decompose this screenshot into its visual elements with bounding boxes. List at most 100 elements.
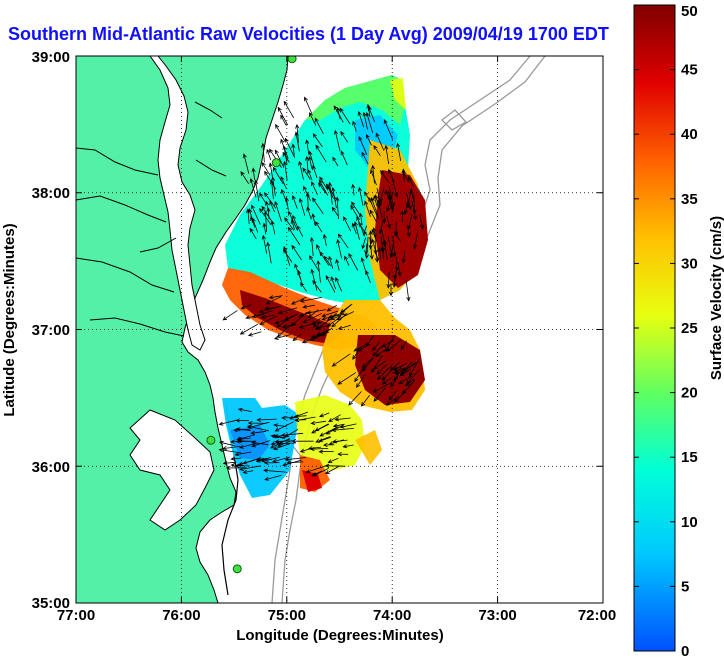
current-vector-arrow — [332, 439, 348, 444]
current-vector-arrow — [246, 424, 269, 432]
current-vector-arrow — [259, 208, 272, 225]
current-vector-arrow — [251, 440, 271, 448]
current-vector-arrow — [274, 421, 294, 432]
current-vector-arrow — [372, 381, 393, 393]
current-vector-arrow — [312, 280, 322, 293]
x-tick-label: 76:00 — [162, 607, 200, 624]
current-vector-arrow — [335, 258, 340, 271]
current-vector-arrow — [305, 139, 310, 155]
current-vector-arrow — [272, 166, 284, 185]
colorbar-tick-label: 45 — [681, 62, 698, 79]
current-vector-arrow — [253, 179, 260, 202]
current-vector-arrow — [336, 106, 341, 120]
current-vector-arrow — [263, 468, 286, 473]
current-vector-arrow — [407, 214, 413, 230]
current-vector-arrow — [322, 233, 327, 247]
current-vectors — [218, 96, 425, 481]
current-vector-arrow — [222, 460, 237, 466]
current-vector-arrow — [401, 380, 415, 395]
current-vector-arrow — [334, 417, 351, 422]
current-vector-arrow — [372, 345, 383, 357]
colorbar-tick-label: 50 — [681, 3, 698, 20]
current-vector-arrow — [364, 243, 369, 256]
current-vector-arrow — [295, 123, 300, 143]
current-vector-arrow — [343, 216, 352, 232]
current-vector-arrow — [361, 358, 373, 369]
current-vector-arrow — [309, 255, 320, 272]
current-vector-arrow — [400, 340, 408, 351]
current-vector-arrow — [291, 439, 314, 444]
current-vector-arrow — [282, 151, 290, 163]
current-vector-arrow — [385, 395, 400, 406]
current-vector-arrow — [273, 334, 292, 340]
current-vector-arrow — [249, 227, 257, 240]
current-vector-arrow — [311, 423, 330, 434]
current-vector-arrow — [251, 167, 256, 181]
current-vector-arrow — [309, 112, 317, 126]
current-vector-arrow — [340, 131, 349, 143]
current-vector-arrow — [242, 457, 262, 465]
current-vector-arrow — [357, 110, 365, 128]
current-vector-arrow — [281, 323, 296, 329]
current-vector-arrow — [256, 417, 277, 422]
current-vector-arrow — [264, 474, 282, 481]
current-vector-arrow — [325, 183, 337, 200]
current-vector-arrow — [324, 463, 346, 468]
current-vector-arrow — [398, 375, 413, 384]
current-vector-arrow — [330, 315, 341, 321]
current-vector-arrow — [326, 305, 337, 312]
current-vector-arrow — [348, 252, 359, 271]
current-vector-arrow — [280, 114, 287, 126]
current-vector-arrow — [344, 255, 350, 266]
current-vector-arrow — [386, 271, 391, 289]
current-vector-arrow — [315, 144, 327, 163]
current-vector-arrow — [336, 311, 355, 321]
current-vector-arrow — [251, 310, 274, 318]
current-vector-arrow — [302, 304, 315, 309]
current-vector-arrow — [277, 307, 298, 315]
current-vector-arrow — [399, 368, 412, 376]
colorbar-tick-label: 40 — [681, 126, 698, 143]
current-vector-arrow — [351, 183, 356, 196]
current-vector-arrow — [250, 216, 256, 228]
current-vector-arrow — [264, 306, 281, 311]
current-vector-arrow — [306, 206, 312, 220]
current-vector-arrow — [318, 436, 332, 443]
current-vector-arrow — [372, 342, 380, 352]
current-vector-arrow — [335, 196, 340, 220]
current-vector-arrow — [404, 378, 416, 387]
current-vector-arrow — [247, 420, 265, 426]
current-vector-arrow — [230, 463, 244, 468]
current-vector-arrow — [218, 448, 242, 454]
current-vector-arrow — [358, 212, 364, 226]
colorbar-tick-label: 0 — [681, 643, 689, 659]
current-vector-arrow — [271, 176, 276, 197]
current-vector-arrow — [274, 200, 282, 222]
current-vector-arrow — [304, 155, 310, 174]
bay-tributaries — [76, 101, 227, 337]
current-vector-arrow — [337, 452, 349, 457]
current-vector-arrow — [388, 168, 395, 183]
colorbar-tick-label: 25 — [681, 320, 698, 337]
current-vector-arrow — [284, 196, 289, 211]
current-vector-arrow — [360, 395, 370, 407]
current-vector-arrow — [366, 133, 372, 146]
current-vector-arrow — [222, 446, 241, 451]
current-vector-arrow — [321, 310, 339, 318]
current-vector-arrow — [318, 179, 329, 196]
current-vector-arrow — [382, 210, 387, 224]
current-vector-arrow — [367, 106, 375, 122]
current-vector-arrow — [365, 269, 371, 283]
current-vector-arrow — [265, 200, 270, 213]
current-vector-arrow — [323, 255, 332, 267]
current-vector-arrow — [332, 423, 345, 428]
y-tick-label: 37:00 — [32, 322, 70, 339]
current-vector-arrow — [381, 368, 394, 381]
current-vector-arrow — [301, 334, 321, 344]
current-vector-arrow — [380, 226, 387, 248]
radar-stations — [206, 56, 297, 574]
current-vector-arrow — [302, 167, 311, 180]
current-vector-arrow — [337, 324, 351, 330]
current-vector-arrow — [225, 465, 247, 471]
current-vector-arrow — [234, 463, 250, 468]
